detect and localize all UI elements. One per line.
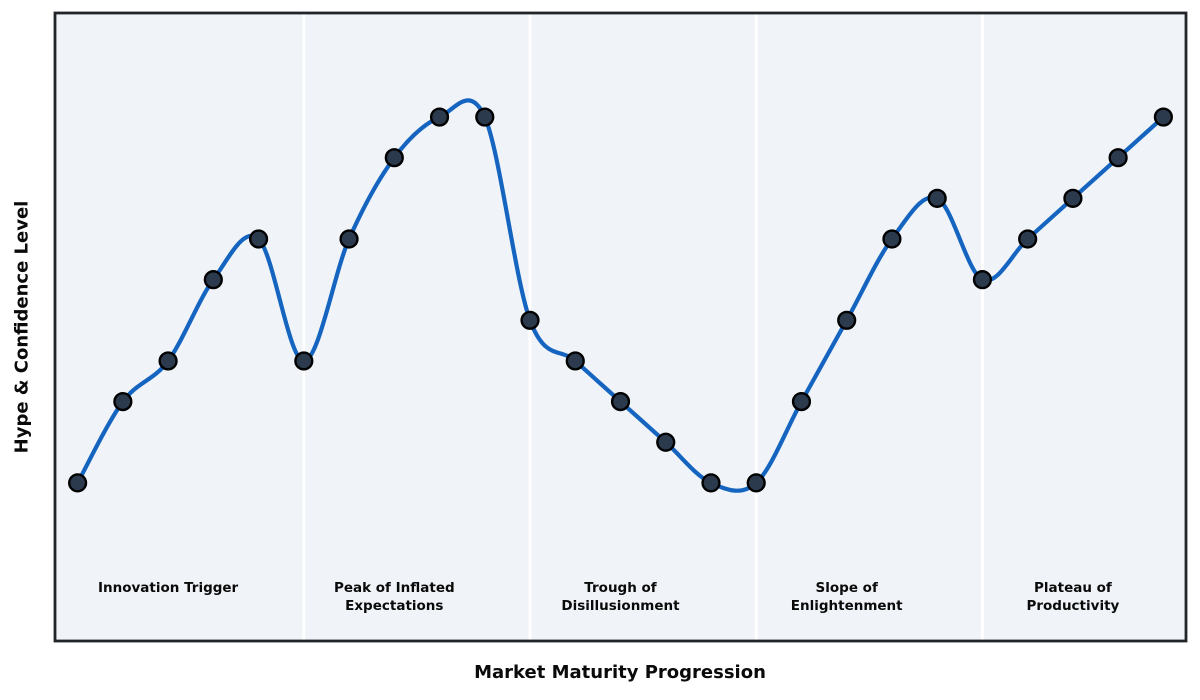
data-point-marker bbox=[746, 473, 766, 493]
plot-area bbox=[55, 13, 1186, 641]
data-point-marker bbox=[1108, 148, 1128, 168]
data-point-marker bbox=[294, 351, 314, 371]
phase-label: Slope of Enlightenment bbox=[790, 580, 903, 614]
data-point-marker bbox=[1153, 107, 1173, 127]
data-point-marker bbox=[203, 270, 223, 290]
data-point-marker bbox=[927, 188, 947, 208]
data-point-marker bbox=[113, 391, 133, 412]
data-point-marker bbox=[339, 229, 359, 249]
data-point-marker bbox=[68, 473, 88, 493]
data-point-marker bbox=[656, 432, 676, 452]
phase-label: Trough of Disillusionment bbox=[561, 580, 680, 614]
data-point-marker bbox=[701, 473, 721, 493]
data-point-marker bbox=[158, 351, 178, 371]
data-point-marker bbox=[837, 310, 857, 330]
data-point-marker bbox=[475, 107, 495, 127]
y-axis-label: Hype & Confidence Level bbox=[11, 200, 33, 454]
data-point-marker bbox=[1018, 229, 1038, 249]
data-point-marker bbox=[791, 391, 812, 412]
data-point-marker bbox=[248, 229, 269, 249]
data-point-marker bbox=[384, 148, 404, 168]
data-point-marker bbox=[1063, 188, 1083, 208]
plot-border bbox=[53, 11, 1188, 643]
data-point-marker bbox=[610, 391, 631, 412]
phase-label: Peak of Inflated Expectations bbox=[333, 580, 455, 614]
data-point-marker bbox=[565, 351, 585, 371]
phase-label: Plateau of Productivity bbox=[1026, 580, 1120, 614]
x-axis-label: Market Maturity Progression bbox=[474, 662, 766, 683]
data-point-marker bbox=[882, 229, 902, 249]
data-point-marker bbox=[520, 310, 540, 330]
data-point-marker bbox=[972, 270, 993, 290]
phase-label: Innovation Trigger bbox=[97, 580, 239, 596]
data-point-marker bbox=[429, 107, 450, 127]
